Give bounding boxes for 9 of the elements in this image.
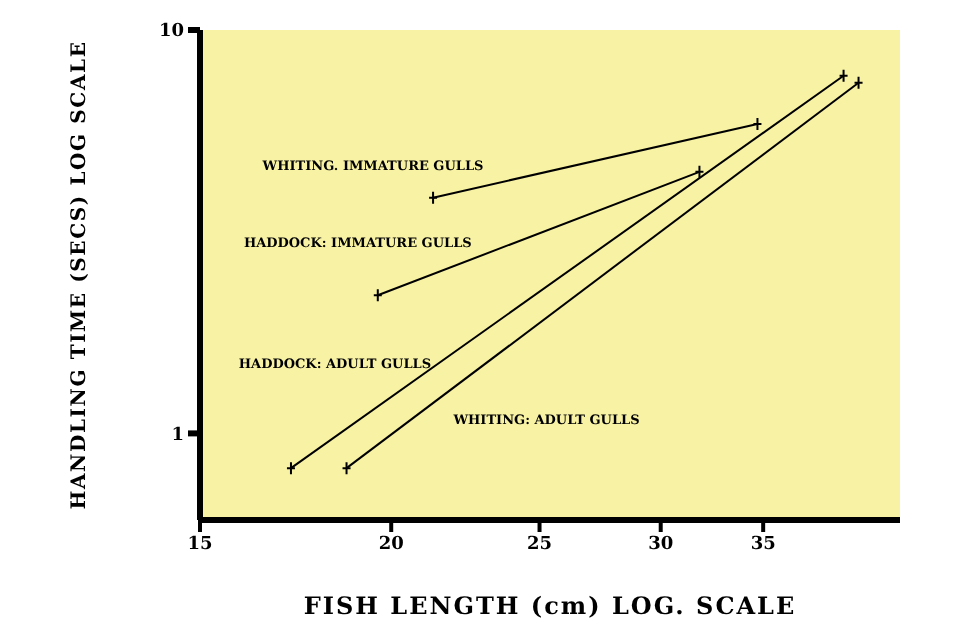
x-tick-label: 20 (378, 534, 404, 555)
x-tick-label: 30 (648, 534, 674, 555)
y-tick-label: 1 (171, 425, 184, 446)
x-tick-label: 35 (750, 534, 776, 555)
x-tick-label: 15 (187, 534, 213, 555)
x-tick-label: 25 (527, 534, 553, 555)
x-axis-title: FISH LENGTH (cm) LOG. SCALE (303, 592, 797, 620)
y-tick-label: 10 (158, 22, 184, 43)
y-axis-title: HANDLING TIME (SECS) LOG SCALE (69, 40, 92, 510)
